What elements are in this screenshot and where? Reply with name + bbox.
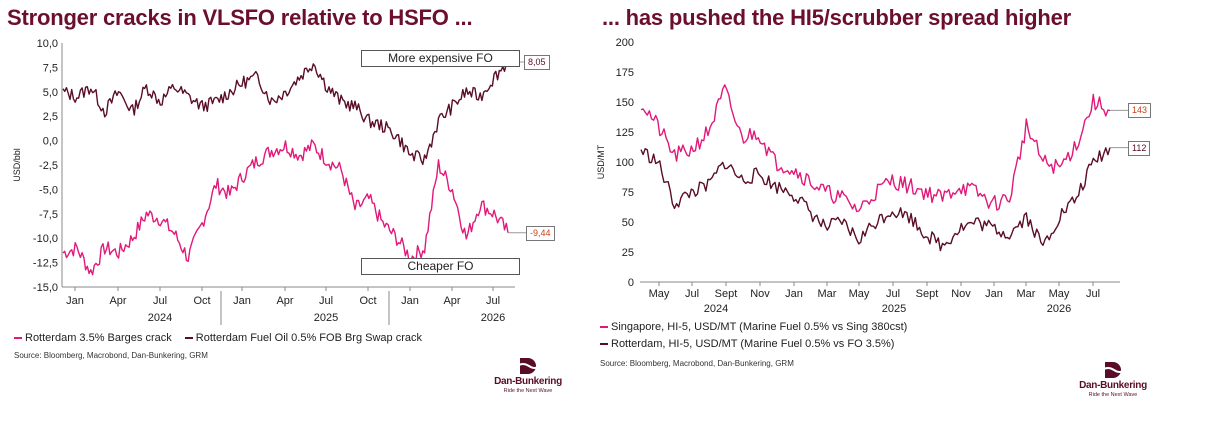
- x-tick-label: May: [1049, 288, 1070, 300]
- logo-tagline: Ride the Next Wave: [503, 388, 553, 394]
- x-tick-label: Apr: [109, 295, 126, 307]
- x-year-label: 2024: [704, 303, 728, 315]
- x-tick-label: Sept: [916, 288, 939, 300]
- y-tick-label: 50: [622, 217, 634, 229]
- y-tick-label: -12,5: [33, 258, 58, 270]
- left-source: Source: Bloomberg, Macrobond, Dan-Bunker…: [14, 351, 208, 360]
- x-tick-label: Jul: [319, 295, 333, 307]
- x-tick-label: Apr: [276, 295, 293, 307]
- x-tick-label: Jul: [886, 288, 900, 300]
- logo-name: Dan-Bunkering: [494, 376, 562, 387]
- series-line-rotterdam: [640, 147, 1111, 252]
- y-tick-label: -10,0: [33, 233, 58, 245]
- legend-label: Rotterdam, HI-5, USD/MT (Marine Fuel 0.5…: [611, 338, 895, 350]
- series-line-rotterdam-05: [62, 61, 509, 166]
- x-tick-label: Oct: [359, 295, 376, 307]
- y-tick-label: 7,5: [43, 62, 58, 74]
- x-tick-label: Jan: [985, 288, 1003, 300]
- end-label-pink: 143: [1128, 103, 1152, 119]
- y-tick-label: 200: [616, 37, 634, 49]
- x-year-label: 2025: [314, 312, 338, 324]
- left-legend: Rotterdam 3.5% Barges crack Rotterdam Fu…: [14, 332, 432, 344]
- legend-item-singapore: Singapore, HI-5, USD/MT (Marine Fuel 0.5…: [600, 321, 907, 333]
- x-year-label: 2024: [148, 312, 172, 324]
- x-tick-label: Jan: [66, 295, 84, 307]
- right-chart-title: ... has pushed the HI5/scrubber spread h…: [602, 5, 1072, 30]
- annotation-more-expensive: More expensive FO: [361, 50, 520, 67]
- logo-name: Dan-Bunkering: [1079, 380, 1147, 391]
- x-tick-label: Sept: [715, 288, 738, 300]
- end-label-maroon: 8,05: [524, 55, 550, 71]
- right-logo: Dan-Bunkering Ride the Next Wave: [1068, 360, 1158, 398]
- y-tick-label: 100: [616, 157, 634, 169]
- x-tick-label: Jul: [1086, 288, 1100, 300]
- y-tick-label: 150: [616, 97, 634, 109]
- legend-label: Singapore, HI-5, USD/MT (Marine Fuel 0.5…: [611, 321, 908, 333]
- x-tick-label: Jan: [233, 295, 251, 307]
- left-chart: 10,0 7,5 5,0 2,5 0,0 -2,5 -5,0 -7,5 -10,0 -12,5 -1…: [12, 38, 526, 325]
- y-tick-label: 5,0: [43, 87, 58, 99]
- x-tick-label: Oct: [193, 295, 210, 307]
- logo-tagline: Ride the Next Wave: [1088, 392, 1138, 398]
- x-tick-label: May: [849, 288, 870, 300]
- legend-item-rotterdam: Rotterdam, HI-5, USD/MT (Marine Fuel 0.5…: [600, 338, 907, 350]
- legend-swatch-pink: [600, 326, 608, 329]
- y-axis-label: USD/bbl: [12, 148, 22, 182]
- x-tick-label: May: [649, 288, 670, 300]
- series-line-rotterdam-35: [62, 139, 509, 276]
- x-tick-label: Mar: [1017, 288, 1036, 300]
- y-tick-label: 75: [622, 187, 634, 199]
- y-tick-label: 10,0: [37, 38, 58, 50]
- y-tick-label: -2,5: [39, 160, 58, 172]
- legend-label: Rotterdam Fuel Oil 0.5% FOB Brg Swap cra…: [195, 332, 422, 344]
- logo-mark-icon: [516, 358, 540, 374]
- legend-swatch-maroon: [184, 337, 193, 340]
- left-logo: Dan-Bunkering Ride the Next Wave: [483, 356, 573, 394]
- y-tick-label: 125: [616, 127, 634, 139]
- left-chart-title: Stronger cracks in VLSFO relative to HSF…: [7, 5, 473, 30]
- logo-mark-icon: [1101, 362, 1125, 378]
- x-tick-label: Nov: [951, 288, 971, 300]
- end-label-pink: -9,44: [526, 225, 555, 241]
- y-tick-label: -15,0: [33, 282, 58, 294]
- x-tick-label: Jan: [785, 288, 803, 300]
- x-tick-label: Apr: [443, 295, 460, 307]
- end-label-maroon: 112: [1128, 140, 1151, 156]
- y-tick-label: 175: [616, 67, 634, 79]
- y-tick-label: 0: [628, 277, 634, 289]
- y-tick-label: -5,0: [39, 184, 58, 196]
- x-tick-label: Nov: [750, 288, 770, 300]
- legend-swatch-pink: [14, 337, 22, 340]
- x-tick-label: Jul: [685, 288, 699, 300]
- x-year-label: 2025: [882, 303, 906, 315]
- x-year-label: 2026: [481, 312, 505, 324]
- legend-item-rotterdam-05: Rotterdam Fuel Oil 0.5% FOB Brg Swap cra…: [184, 332, 422, 344]
- series-line-singapore: [640, 84, 1111, 213]
- legend-swatch-maroon: [600, 343, 608, 346]
- right-source: Source: Bloomberg, Macrobond, Dan-Bunker…: [600, 359, 794, 368]
- annotation-cheaper: Cheaper FO: [361, 258, 520, 275]
- x-tick-label: Jul: [153, 295, 167, 307]
- y-axis-label: USD/MT: [596, 144, 606, 179]
- legend-item-rotterdam-35: Rotterdam 3.5% Barges crack: [14, 332, 172, 344]
- y-tick-label: 2,5: [43, 111, 58, 123]
- x-tick-label: Jan: [401, 295, 419, 307]
- x-year-label: 2026: [1047, 303, 1071, 315]
- right-legend: Singapore, HI-5, USD/MT (Marine Fuel 0.5…: [600, 321, 917, 355]
- x-tick-label: Jul: [486, 295, 500, 307]
- x-tick-label: Mar: [818, 288, 837, 300]
- left-chart-panel: Stronger cracks in VLSFO relative to HSF…: [0, 0, 600, 421]
- y-tick-label: -7,5: [39, 209, 58, 221]
- y-tick-label: 0,0: [43, 136, 58, 148]
- y-tick-label: 25: [622, 247, 634, 259]
- right-chart-panel: ... has pushed the HI5/scrubber spread h…: [596, 0, 1207, 421]
- right-chart: 200 175 150 125 100 75 50 25 0 USD/MT May Jul Sept No…: [596, 37, 1128, 315]
- legend-label: Rotterdam 3.5% Barges crack: [25, 332, 172, 344]
